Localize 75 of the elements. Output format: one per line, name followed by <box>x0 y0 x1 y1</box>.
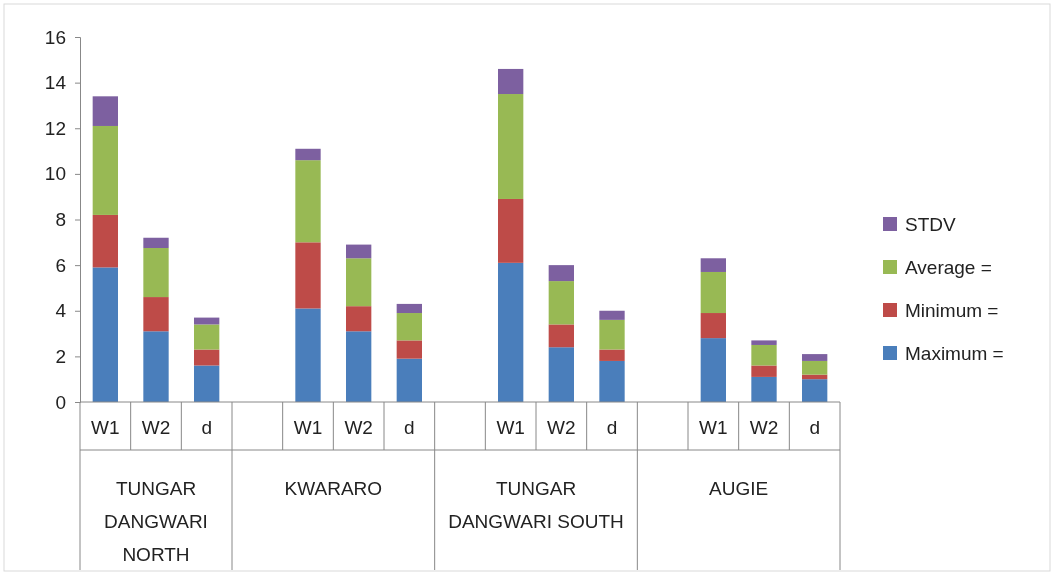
x-tick-label: W2 <box>547 417 576 438</box>
y-tick-label: 6 <box>55 254 66 276</box>
y-tick-label: 0 <box>55 391 66 413</box>
text: TUNGAR DANGWARI SOUTH <box>448 478 624 532</box>
bar <box>295 308 321 402</box>
x-tick-label: d <box>606 417 618 438</box>
bar <box>194 324 220 350</box>
bar <box>143 297 169 332</box>
bar <box>295 242 321 309</box>
bar <box>194 365 220 402</box>
bar <box>751 365 777 377</box>
y-tick-label: 14 <box>44 72 67 94</box>
bar <box>295 148 321 161</box>
legend-label: Minimum = <box>905 300 999 321</box>
bar <box>295 160 321 243</box>
text: KWARARO <box>284 478 383 499</box>
bar <box>751 344 777 366</box>
bar <box>92 267 118 402</box>
bar <box>751 376 777 402</box>
bar <box>700 338 726 402</box>
x-tick-label: d <box>404 417 415 438</box>
bar <box>599 310 625 320</box>
bar <box>548 281 574 325</box>
y-tick-label: 2 <box>55 345 66 367</box>
x-tick-label: W2 <box>141 417 171 438</box>
x-tick-label: W2 <box>749 417 779 438</box>
bar <box>498 94 524 199</box>
y-tick-label: 4 <box>55 300 67 322</box>
x-tick-label: W1 <box>293 417 323 438</box>
text: TUNGAR DANGWARI NORTH <box>104 478 208 565</box>
y-tick-label: 12 <box>44 117 66 139</box>
bar <box>346 331 372 402</box>
legend-label: Average = <box>905 257 992 278</box>
y-tick-label: 10 <box>44 163 66 185</box>
bar <box>346 306 372 332</box>
bar <box>548 347 574 402</box>
bar <box>498 198 524 263</box>
bar <box>599 349 625 361</box>
x-tick-label: d <box>809 417 820 438</box>
bar <box>802 360 828 375</box>
bar <box>396 313 422 341</box>
bar <box>396 303 422 314</box>
y-tick-label: 8 <box>55 209 66 231</box>
bar <box>346 258 372 307</box>
bar <box>700 313 726 339</box>
bar <box>700 271 726 314</box>
bar <box>92 214 118 268</box>
bar <box>498 262 524 402</box>
text: AUGIE <box>709 478 769 499</box>
bar <box>599 360 625 402</box>
bar <box>700 258 726 272</box>
bar <box>396 358 422 402</box>
bar <box>599 319 625 350</box>
x-tick-label: W1 <box>699 417 728 438</box>
bar <box>751 340 777 345</box>
x-tick-label: W2 <box>344 417 373 438</box>
x-tick-label: W1 <box>496 417 525 438</box>
bar <box>143 248 169 298</box>
x-tick-label: d <box>201 417 212 438</box>
bar <box>396 340 422 359</box>
bar <box>92 96 118 126</box>
bar <box>548 265 574 282</box>
x-tick-label: W1 <box>91 417 120 438</box>
bar <box>548 324 574 348</box>
bar <box>92 125 118 215</box>
y-tick-label: 16 <box>44 26 66 48</box>
bar <box>802 379 828 402</box>
bar <box>143 237 169 249</box>
bar <box>194 349 220 366</box>
bar <box>346 244 372 259</box>
bar <box>143 331 169 402</box>
bar <box>498 68 524 95</box>
legend-label: STDV <box>905 214 956 235</box>
legend-label: Maximum = <box>905 343 1004 364</box>
bar <box>802 354 828 361</box>
